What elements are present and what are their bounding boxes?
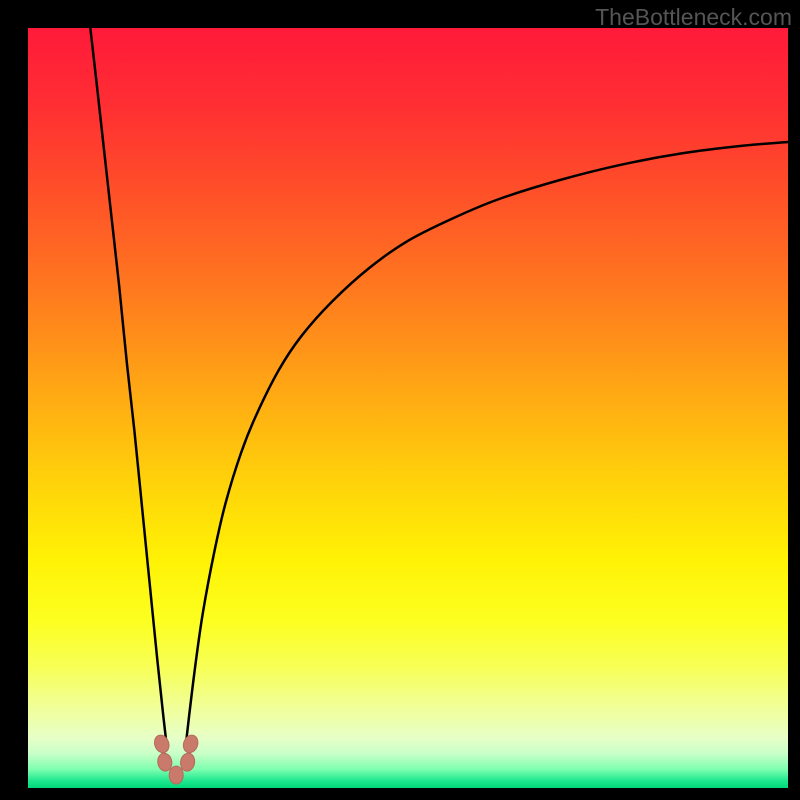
watermark-text: TheBottleneck.com: [595, 4, 792, 31]
plot-background: [28, 28, 788, 788]
chart-svg: [0, 0, 800, 800]
dip-marker: [169, 766, 183, 784]
chart-container: TheBottleneck.com: [0, 0, 800, 800]
